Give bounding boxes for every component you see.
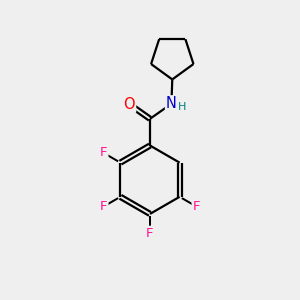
Text: N: N	[166, 96, 177, 111]
Text: F: F	[100, 146, 107, 160]
Text: O: O	[124, 97, 135, 112]
Text: F: F	[100, 200, 107, 213]
Text: F: F	[193, 200, 200, 213]
Text: H: H	[178, 102, 187, 112]
Text: F: F	[146, 227, 154, 240]
